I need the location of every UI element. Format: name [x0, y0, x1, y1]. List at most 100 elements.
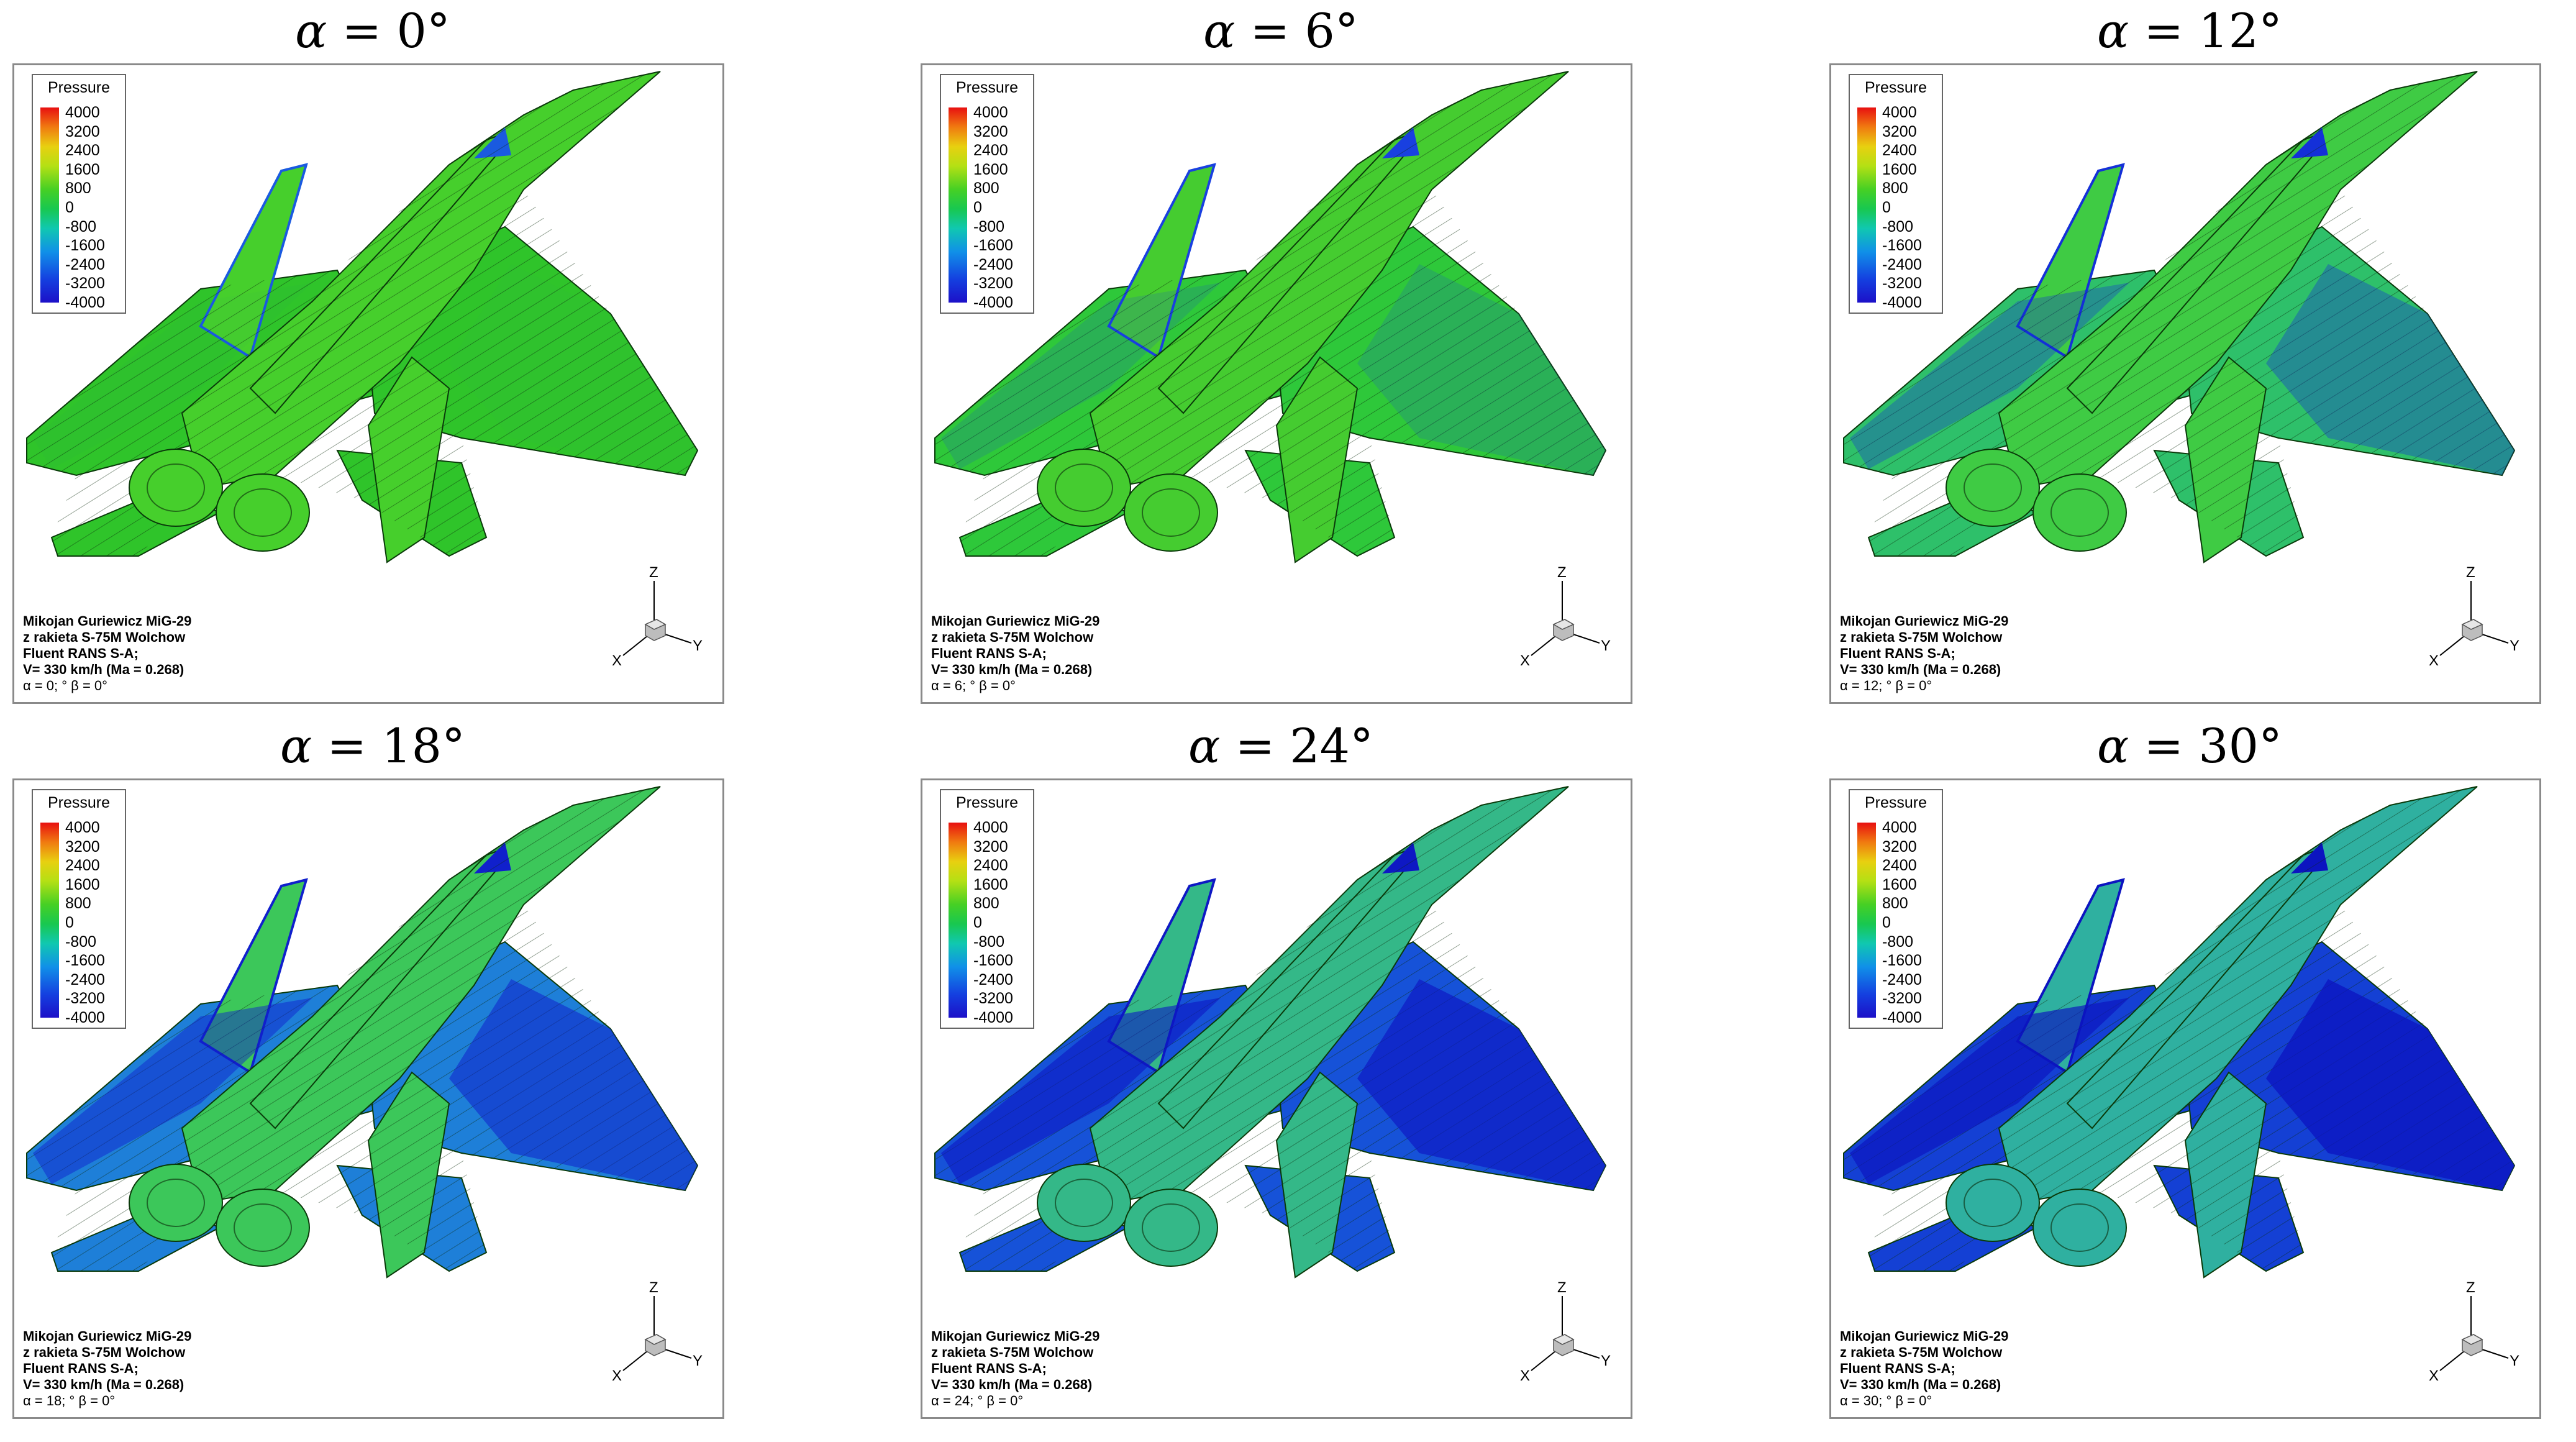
legend-tick: 3200 — [973, 837, 1008, 856]
equals-sign: = — [1220, 718, 1290, 773]
legend-tick: -1600 — [1882, 237, 1922, 255]
info-aircraft: Mikojan Guriewicz MiG-29 — [1840, 1328, 2009, 1344]
axis-z-label: Z — [1557, 1279, 1567, 1296]
legend-tick: -1600 — [973, 237, 1013, 255]
legend-colorbar — [40, 107, 59, 303]
legend-tick: -1600 — [65, 237, 105, 255]
pressure-panel-3: α = 18° — [12, 715, 733, 1430]
legend-title: Pressure — [955, 79, 1019, 96]
axis-triad: Z Y X — [2421, 1277, 2521, 1384]
legend-tick: 1600 — [65, 160, 100, 178]
panel-heading: α = 6° — [921, 0, 1641, 62]
pressure-panel-0: α = 0° — [12, 0, 733, 715]
legend-tick: 4000 — [65, 819, 100, 836]
pressure-panel-1: α = 6° — [921, 0, 1641, 715]
streamline-overlay — [935, 71, 1606, 556]
aircraft-render — [26, 786, 699, 1279]
axis-x-label: X — [612, 1367, 622, 1383]
legend-tick: 800 — [973, 895, 999, 913]
legend-tick: 3200 — [65, 837, 100, 856]
axis-z-label: Z — [649, 564, 658, 581]
alpha-symbol: α — [280, 718, 312, 773]
info-aircraft: Mikojan Guriewicz MiG-29 — [23, 1328, 192, 1344]
alpha-symbol: α — [1203, 3, 1236, 58]
legend-title: Pressure — [955, 794, 1019, 811]
legend-colorbar — [949, 107, 967, 303]
legend-tick: 800 — [1882, 895, 1908, 913]
engine-nacelles — [129, 449, 310, 552]
info-solver: Fluent RANS S-A; — [931, 646, 1047, 661]
info-missile: z rakieta S-75M Wolchow — [1840, 1344, 2003, 1360]
legend-tick: -1600 — [1882, 952, 1922, 970]
axis-y-label: Y — [693, 1353, 703, 1369]
legend-tick: -4000 — [973, 294, 1013, 311]
legend-colorbar — [40, 823, 59, 1018]
legend-tick: -1600 — [65, 952, 105, 970]
legend-tick: 1600 — [973, 875, 1008, 893]
alpha-symbol: α — [295, 3, 327, 58]
legend-tick: 3200 — [1882, 837, 1917, 856]
info-angles: α = 12; ° β = 0° — [1840, 678, 1932, 693]
degree-sign: ° — [2259, 3, 2283, 58]
legend-tick: 2400 — [65, 142, 100, 160]
legend-tick: 1600 — [1882, 160, 1917, 178]
pressure-legend: Pressure 4000 3200 2400 1600 800 0 -800 -1600 -2… — [940, 789, 1034, 1029]
info-missile: z rakieta S-75M Wolchow — [931, 629, 1094, 645]
axis-z-label: Z — [2466, 1279, 2475, 1296]
alpha-symbol: α — [2096, 718, 2129, 773]
aircraft-render — [1843, 786, 2516, 1279]
legend-tick: -3200 — [1882, 990, 1922, 1008]
legend-tick: 3200 — [1882, 122, 1917, 140]
legend-tick: 4000 — [1882, 104, 1917, 121]
simulation-info: Mikojan Guriewicz MiG-29 z rakieta S-75M… — [931, 1328, 1099, 1409]
info-velocity: V= 330 km/h (Ma = 0.268) — [23, 662, 184, 677]
alpha-value: 6 — [1304, 3, 1335, 58]
legend-tick: 2400 — [973, 142, 1008, 160]
legend-tick: 2400 — [1882, 857, 1917, 875]
simulation-info: Mikojan Guriewicz MiG-29 z rakieta S-75M… — [1840, 1328, 2008, 1409]
axis-y-label: Y — [1601, 637, 1611, 654]
info-solver: Fluent RANS S-A; — [23, 646, 139, 661]
legend-tick: -2400 — [973, 255, 1013, 273]
legend-tick: 0 — [1882, 199, 1891, 216]
info-angles: α = 0; ° β = 0° — [23, 678, 107, 693]
aircraft-render — [1843, 71, 2516, 564]
panel-heading: α = 24° — [921, 715, 1641, 777]
legend-tick: -4000 — [1882, 294, 1922, 311]
legend-tick: -4000 — [1882, 1009, 1922, 1026]
legend-tick: -800 — [1882, 217, 1914, 235]
engine-nacelles — [1946, 449, 2127, 552]
info-aircraft: Mikojan Guriewicz MiG-29 — [1840, 613, 2009, 629]
engine-nacelles — [129, 1164, 310, 1267]
legend-tick: -3200 — [1882, 275, 1922, 293]
degree-sign: ° — [1334, 3, 1359, 58]
axis-x-label: X — [1520, 1367, 1530, 1383]
info-velocity: V= 330 km/h (Ma = 0.268) — [1840, 1377, 2001, 1392]
legend-tick: 1600 — [1882, 875, 1917, 893]
info-velocity: V= 330 km/h (Ma = 0.268) — [931, 662, 1093, 677]
axis-y-label: Y — [2510, 1353, 2519, 1369]
suction-region — [449, 979, 698, 1190]
suction-region — [1357, 264, 1606, 475]
suction-region-wing — [1850, 998, 2129, 1184]
alpha-value: 12 — [2198, 3, 2259, 58]
equals-sign: = — [2129, 718, 2199, 773]
axis-y-label: Y — [2510, 637, 2519, 654]
equals-sign: = — [312, 718, 382, 773]
equals-sign: = — [327, 3, 397, 58]
axis-x-label: X — [2429, 1367, 2439, 1383]
alpha-value: 18 — [381, 718, 442, 773]
axis-x-label: X — [1520, 652, 1530, 668]
pressure-panel-2: α = 12° — [1829, 0, 2550, 715]
axis-z-label: Z — [649, 1279, 658, 1296]
axis-x-label: X — [612, 652, 622, 668]
info-angles: α = 30; ° β = 0° — [1840, 1393, 1932, 1408]
engine-nacelles — [1037, 1164, 1218, 1267]
legend-tick: -800 — [65, 933, 97, 951]
info-angles: α = 24; ° β = 0° — [931, 1393, 1024, 1408]
info-aircraft: Mikojan Guriewicz MiG-29 — [931, 613, 1100, 629]
simulation-info: Mikojan Guriewicz MiG-29 z rakieta S-75M… — [931, 613, 1099, 694]
legend-tick: -2400 — [65, 970, 105, 988]
aircraft-render — [26, 71, 699, 564]
legend-tick: 0 — [973, 914, 982, 931]
